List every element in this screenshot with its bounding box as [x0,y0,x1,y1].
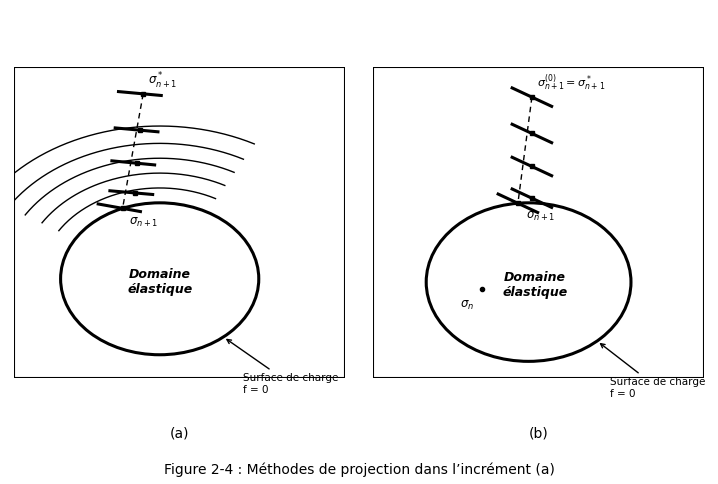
Text: Surface de charge
f = 0: Surface de charge f = 0 [227,339,339,395]
Text: $\sigma_n$: $\sigma_n$ [460,299,475,312]
FancyBboxPatch shape [14,67,345,378]
Text: $\sigma_{n+1}^{(0)} = \sigma_{n+1}^*$: $\sigma_{n+1}^{(0)} = \sigma_{n+1}^*$ [536,72,605,92]
Text: Domaine
élastique: Domaine élastique [127,268,192,296]
FancyBboxPatch shape [373,67,704,378]
Text: (b): (b) [528,426,549,440]
Text: $\sigma_{n+1}^*$: $\sigma_{n+1}^*$ [149,71,177,91]
Text: $\sigma_{n+1}$: $\sigma_{n+1}$ [129,216,159,229]
Text: $\sigma_{n+1}$: $\sigma_{n+1}$ [526,210,555,223]
Text: Figure 2-4 : Méthodes de projection dans l’incrément (a): Figure 2-4 : Méthodes de projection dans… [164,462,554,477]
Text: Domaine
élastique: Domaine élastique [503,272,568,300]
Ellipse shape [60,203,258,355]
Ellipse shape [426,203,631,362]
Text: Surface de charge
f = 0: Surface de charge f = 0 [600,344,706,399]
Text: (a): (a) [169,426,190,440]
